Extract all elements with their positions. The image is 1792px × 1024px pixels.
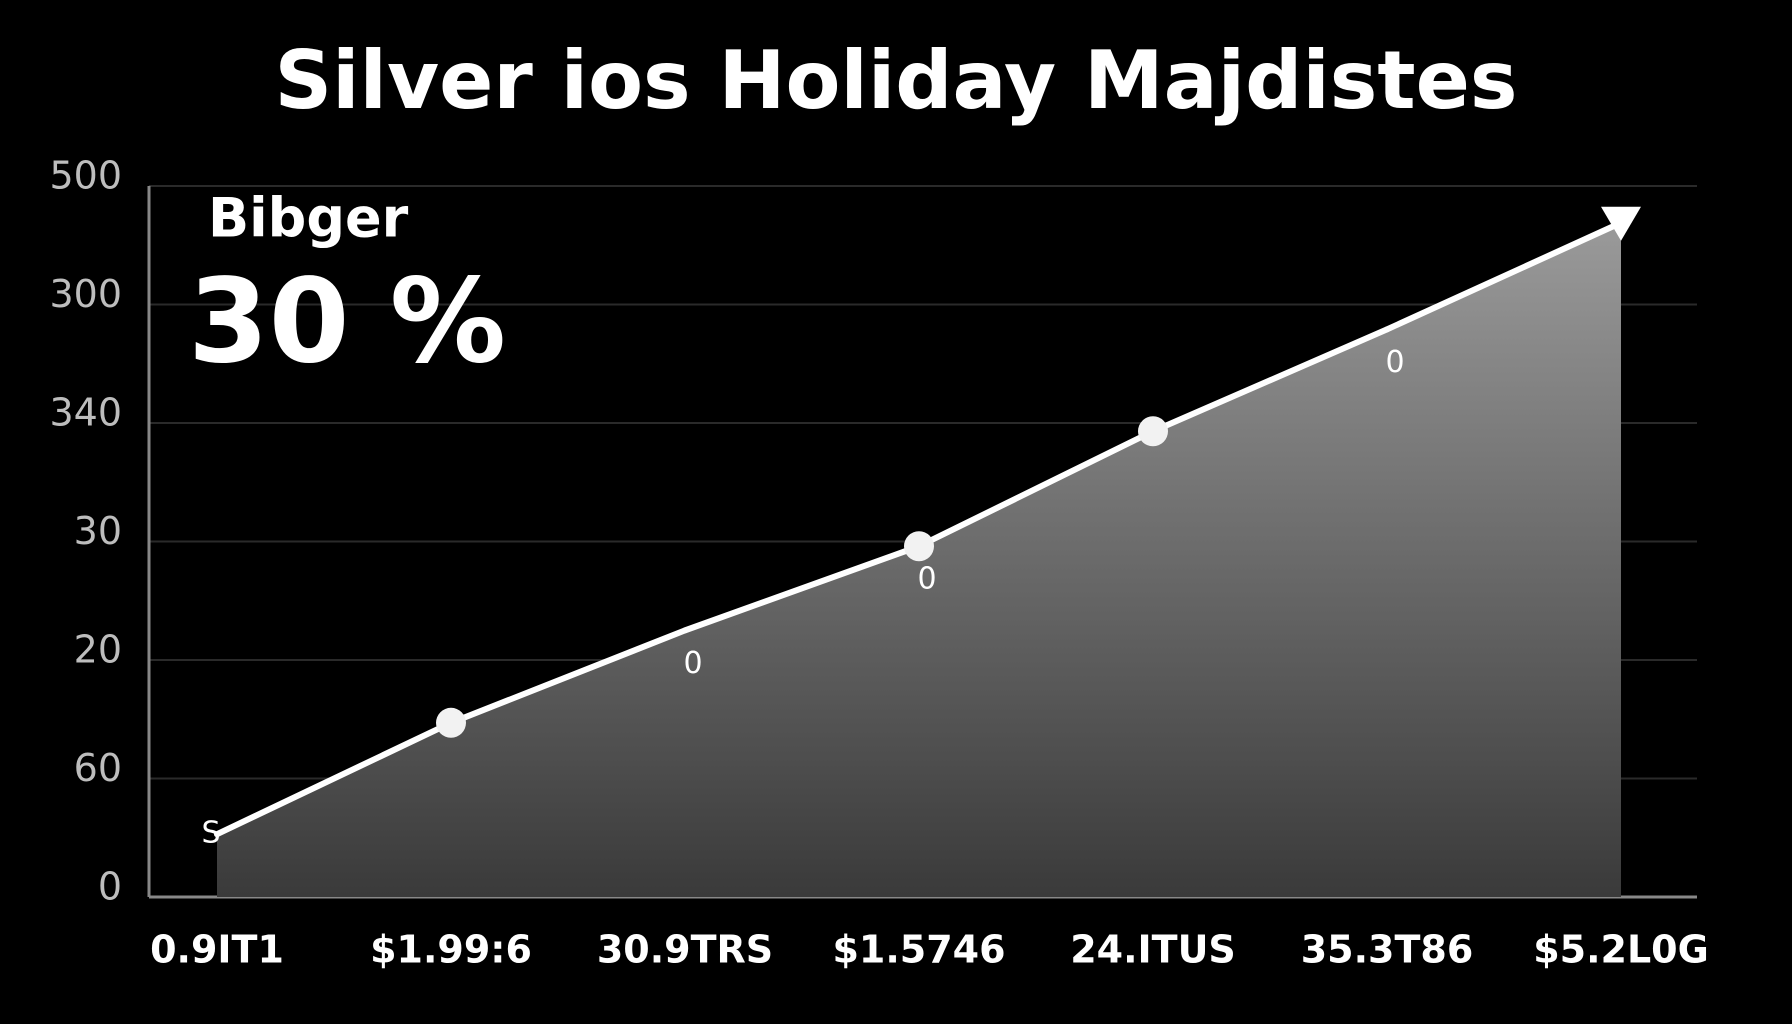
chart-title: Silver ios Holiday Majdistes — [274, 34, 1517, 127]
x-tick-label: 24.ITUS — [1070, 928, 1236, 972]
plot: 0 60 20 30 340 300 500 S 0.9IT1 $1.99:6 0 30.9TRS 0 $… — [49, 154, 1708, 972]
point-marker — [682, 627, 688, 634]
y-tick-label: 60 — [74, 746, 122, 790]
x-tick-label: $1.99:6 — [370, 928, 532, 972]
point-label: 0 — [1385, 345, 1404, 380]
point-label: 0 — [917, 562, 936, 597]
highlight: 30 % — [188, 255, 506, 390]
point-marker — [214, 831, 220, 838]
point-marker — [1384, 326, 1390, 333]
point-marker — [1601, 206, 1641, 241]
point-label: S — [201, 816, 220, 851]
y-tick-label: 30 — [74, 509, 122, 553]
point-marker — [904, 531, 934, 562]
annotation: Bibger — [208, 187, 409, 250]
x-tick-label: $1.5746 — [832, 928, 1005, 972]
point-marker — [1138, 416, 1168, 447]
x-tick-label: $5.2L0G — [1533, 928, 1709, 972]
y-tick-label: 500 — [49, 154, 122, 198]
x-tick-label: 0.9IT1 — [150, 928, 284, 972]
y-tick-label: 300 — [49, 272, 122, 316]
y-tick-label: 340 — [49, 391, 122, 435]
point-marker — [436, 707, 466, 738]
y-tick-label: 0 — [98, 865, 122, 909]
point-label: 0 — [683, 646, 702, 681]
x-tick-label: 35.3T86 — [1301, 928, 1474, 972]
x-tick-label: 30.9TRS — [597, 928, 773, 972]
y-tick-label: 20 — [74, 628, 122, 672]
